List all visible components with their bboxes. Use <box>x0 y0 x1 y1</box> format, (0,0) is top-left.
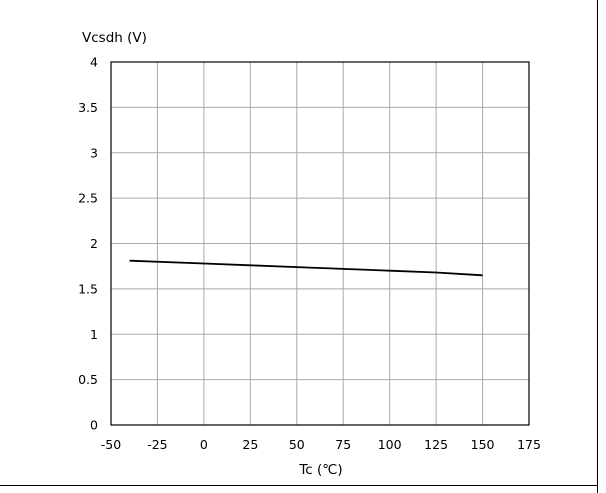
frame-bottom-border <box>0 485 598 486</box>
y-tick-label: 0 <box>90 418 98 433</box>
y-tick-label: 1.5 <box>78 281 98 296</box>
y-tick-label: 1 <box>90 327 98 342</box>
y-tick-label: 2 <box>90 236 98 251</box>
y-tick-label: 0.5 <box>78 372 98 387</box>
series-line <box>129 259 483 277</box>
x-tick-label: 175 <box>517 437 541 452</box>
y-axis-label: Vcsdh (V) <box>82 30 147 46</box>
x-tick-label: 100 <box>378 437 402 452</box>
x-tick-label: 75 <box>335 437 351 452</box>
x-tick-label: 25 <box>242 437 258 452</box>
x-tick-label: 0 <box>200 437 208 452</box>
x-tick-label: -50 <box>101 437 121 452</box>
x-tick-label: 125 <box>424 437 448 452</box>
y-tick-label: 4 <box>90 55 98 70</box>
x-tick-label: 150 <box>471 437 495 452</box>
y-tick-label: 3 <box>90 145 98 160</box>
series-group <box>129 259 483 277</box>
y-tick-label: 3.5 <box>78 100 98 115</box>
y-tick-labels: 0 0.5 1 1.5 2 2.5 3 3.5 4 <box>78 55 98 433</box>
x-tick-label: 50 <box>289 437 305 452</box>
x-tick-label: -25 <box>147 437 167 452</box>
y-tick-label: 2.5 <box>78 191 98 206</box>
plot-area-border <box>110 61 530 426</box>
x-tick-labels: -50 -25 0 25 50 75 100 125 150 175 <box>101 437 541 452</box>
x-axis-label: Tc (℃) <box>298 462 342 478</box>
grid-lines <box>111 62 529 425</box>
